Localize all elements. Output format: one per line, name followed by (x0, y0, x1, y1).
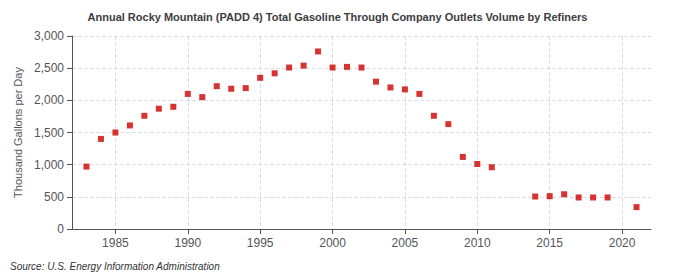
svg-text:2,500: 2,500 (34, 61, 64, 75)
svg-text:Source: U.S. Energy Informatio: Source: U.S. Energy Information Administ… (10, 261, 220, 272)
svg-text:0: 0 (57, 222, 64, 236)
svg-text:1985: 1985 (102, 236, 129, 250)
svg-text:1,000: 1,000 (34, 158, 64, 172)
svg-text:2010: 2010 (464, 236, 491, 250)
svg-text:500: 500 (44, 190, 64, 204)
svg-text:2,000: 2,000 (34, 93, 64, 107)
svg-text:Annual Rocky Mountain (PADD 4): Annual Rocky Mountain (PADD 4) Total Gas… (88, 11, 588, 23)
svg-text:Thousand Gallons per Day: Thousand Gallons per Day (12, 67, 24, 198)
svg-text:1995: 1995 (247, 236, 274, 250)
svg-text:3,000: 3,000 (34, 29, 64, 43)
svg-text:2000: 2000 (319, 236, 346, 250)
svg-text:2020: 2020 (609, 236, 636, 250)
svg-text:2005: 2005 (392, 236, 419, 250)
svg-text:1990: 1990 (174, 236, 201, 250)
svg-text:2015: 2015 (536, 236, 563, 250)
svg-text:1,500: 1,500 (34, 126, 64, 140)
